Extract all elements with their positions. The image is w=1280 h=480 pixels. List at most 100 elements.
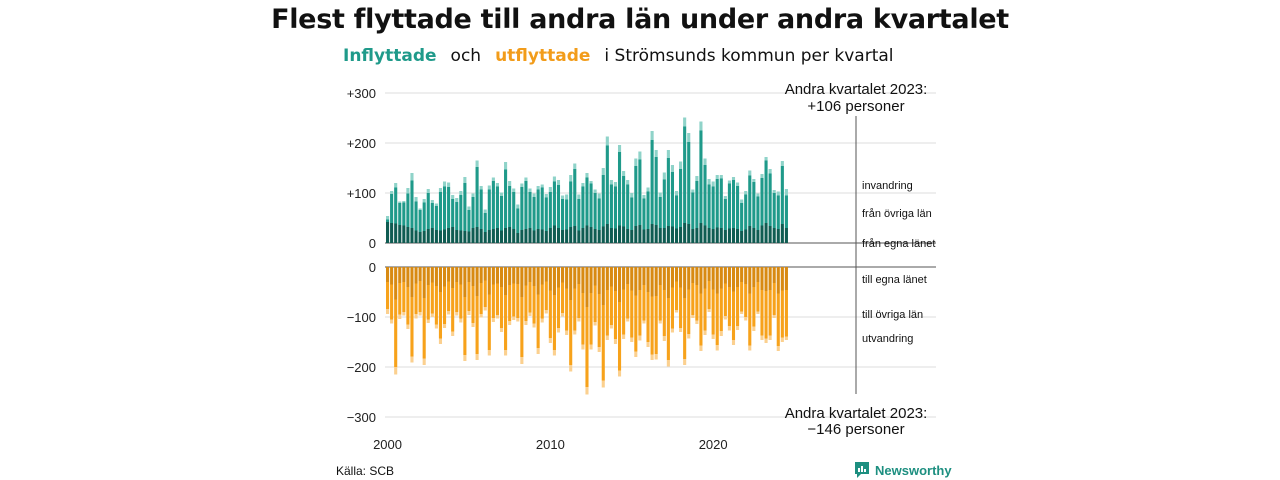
bar-outflow-own-county bbox=[630, 267, 634, 291]
bar-immigration bbox=[410, 173, 414, 181]
bar-outflow-other-counties bbox=[508, 285, 512, 321]
bar-inflow-other-counties bbox=[626, 184, 630, 229]
bar-inflow-other-counties bbox=[451, 199, 455, 227]
bar-outflow-own-county bbox=[699, 267, 703, 294]
bar-immigration bbox=[589, 181, 593, 184]
bar-immigration bbox=[622, 171, 626, 176]
bar-inflow-own-county bbox=[683, 223, 687, 243]
bar-emigration bbox=[630, 337, 634, 342]
bar-inflow-own-county bbox=[756, 230, 760, 243]
bar-immigration bbox=[577, 194, 581, 199]
bar-inflow-own-county bbox=[585, 225, 589, 243]
bar-outflow-own-county bbox=[727, 267, 731, 287]
bar-inflow-other-counties bbox=[508, 186, 512, 227]
bar-inflow-other-counties bbox=[642, 198, 646, 230]
bar-inflow-other-counties bbox=[475, 167, 479, 227]
bar-outflow-own-county bbox=[772, 267, 776, 283]
bar-immigration bbox=[736, 182, 740, 186]
bar-inflow-other-counties bbox=[463, 183, 467, 231]
bar-inflow-other-counties bbox=[430, 203, 434, 228]
bar-emigration bbox=[662, 336, 666, 341]
bar-outflow-own-county bbox=[683, 267, 687, 298]
bar-outflow-other-counties bbox=[455, 282, 459, 312]
bar-inflow-own-county bbox=[736, 229, 740, 243]
bar-immigration bbox=[756, 193, 760, 197]
bar-immigration bbox=[748, 170, 752, 176]
bar-immigration bbox=[528, 188, 532, 192]
bar-outflow-own-county bbox=[508, 267, 512, 285]
bar-outflow-other-counties bbox=[764, 291, 768, 339]
bar-inflow-other-counties bbox=[731, 180, 736, 228]
bar-immigration bbox=[524, 177, 528, 181]
bar-immigration bbox=[760, 174, 764, 178]
bar-inflow-other-counties bbox=[650, 140, 654, 224]
bar-inflow-own-county bbox=[581, 228, 585, 243]
annotation-top-line: Andra kvartalet 2023: bbox=[785, 81, 928, 98]
bar-outflow-own-county bbox=[434, 267, 438, 286]
bar-inflow-own-county bbox=[699, 223, 703, 243]
bar-outflow-own-county bbox=[638, 267, 642, 290]
bar-outflow-other-counties bbox=[430, 282, 434, 314]
bar-outflow-other-counties bbox=[386, 282, 390, 309]
bar-emigration bbox=[707, 309, 711, 312]
bar-outflow-other-counties bbox=[390, 284, 394, 320]
newsworthy-logo[interactable]: Newsworthy bbox=[854, 461, 952, 479]
bar-inflow-other-counties bbox=[605, 145, 609, 224]
bar-immigration bbox=[731, 177, 736, 180]
bar-outflow-other-counties bbox=[565, 288, 569, 331]
bar-emigration bbox=[764, 338, 768, 343]
bar-inflow-own-county bbox=[715, 227, 719, 243]
bar-immigration bbox=[764, 157, 768, 161]
bar-inflow-own-county bbox=[740, 231, 744, 243]
bar-inflow-own-county bbox=[573, 226, 577, 243]
annotation-top-line: +106 personer bbox=[807, 98, 904, 115]
bar-immigration bbox=[532, 193, 536, 197]
bar-outflow-own-county bbox=[646, 267, 650, 292]
bar-inflow-own-county bbox=[475, 227, 479, 243]
subtitle-outflow: utflyttade bbox=[495, 46, 591, 66]
bar-outflow-other-counties bbox=[512, 283, 516, 317]
bar-outflow-other-counties bbox=[536, 294, 540, 348]
bar-inflow-own-county bbox=[593, 229, 597, 243]
chart-title: Flest flyttade till andra län under andr… bbox=[271, 4, 1009, 35]
bar-outflow-own-county bbox=[422, 267, 426, 298]
bar-immigration bbox=[508, 181, 512, 186]
bar-outflow-other-counties bbox=[736, 287, 740, 326]
bar-outflow-own-county bbox=[723, 267, 727, 284]
bar-immigration bbox=[670, 165, 674, 172]
bar-inflow-own-county bbox=[776, 229, 780, 243]
bar-outflow-other-counties bbox=[748, 293, 752, 346]
bar-outflow-other-counties bbox=[776, 293, 780, 346]
bar-outflow-other-counties bbox=[532, 286, 536, 324]
bar-outflow-own-county bbox=[471, 267, 475, 286]
bar-emigration bbox=[760, 335, 764, 340]
bar-immigration bbox=[520, 183, 524, 187]
bar-inflow-other-counties bbox=[536, 189, 540, 229]
bar-outflow-own-county bbox=[748, 267, 752, 294]
bar-emigration bbox=[601, 380, 605, 388]
bar-outflow-own-county bbox=[552, 267, 556, 295]
bar-outflow-own-county bbox=[593, 267, 597, 286]
bar-outflow-other-counties bbox=[442, 286, 447, 324]
bar-emigration bbox=[451, 331, 455, 336]
bar-outflow-other-counties bbox=[768, 290, 772, 336]
bar-immigration bbox=[776, 191, 780, 196]
bar-emigration bbox=[642, 320, 646, 324]
bar-emigration bbox=[434, 324, 438, 329]
bar-immigration bbox=[561, 195, 565, 199]
bar-inflow-other-counties bbox=[748, 175, 752, 226]
bar-immigration bbox=[691, 189, 695, 193]
bar-immigration bbox=[646, 187, 650, 192]
bar-outflow-own-county bbox=[617, 267, 622, 302]
bar-inflow-other-counties bbox=[760, 178, 764, 226]
bar-inflow-own-county bbox=[711, 229, 715, 243]
bar-inflow-own-county bbox=[528, 228, 532, 243]
bar-immigration bbox=[752, 179, 756, 182]
bar-inflow-own-county bbox=[451, 227, 455, 243]
bar-outflow-other-counties bbox=[638, 290, 642, 336]
bar-emigration bbox=[504, 350, 508, 356]
bar-immigration bbox=[504, 162, 508, 170]
bar-outflow-other-counties bbox=[548, 290, 552, 338]
bar-outflow-own-county bbox=[455, 267, 459, 282]
bar-emigration bbox=[414, 314, 418, 319]
